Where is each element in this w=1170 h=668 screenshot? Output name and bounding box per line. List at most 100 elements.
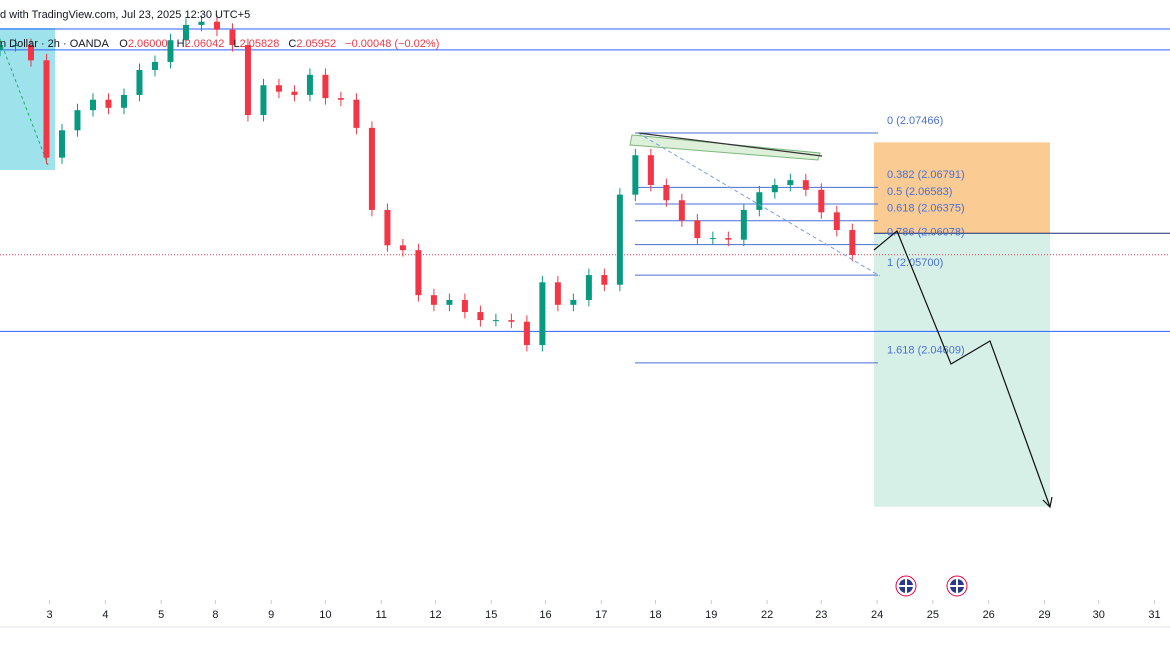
candle-body	[771, 184, 778, 193]
candle-body	[12, 45, 19, 47]
x-tick-label: 17	[595, 609, 607, 621]
x-tick-label: 9	[268, 609, 274, 621]
candle-body	[291, 91, 298, 95]
candle-body	[570, 300, 577, 305]
candle-body	[58, 130, 65, 158]
candle-body	[740, 209, 747, 240]
candle-body	[601, 275, 608, 285]
candles	[0, 15, 856, 352]
candle-body	[244, 45, 251, 116]
candle-body	[554, 282, 561, 305]
x-tick-label: 19	[705, 609, 717, 621]
candle-body	[833, 212, 840, 231]
candle-body	[322, 74, 329, 99]
x-tick-label: 4	[102, 609, 108, 621]
grid: 3 4 5 8 9 10 11 12 15 16 17 18 19 22 23 24 25 26 29 30 31	[47, 600, 1161, 621]
candle-body	[709, 238, 716, 240]
x-tick-label: 12	[429, 609, 441, 621]
candle-body	[725, 238, 732, 240]
close-value: 2.05952	[296, 38, 336, 50]
candle-body	[430, 295, 437, 305]
candle-body	[446, 300, 453, 305]
candle-body	[415, 250, 422, 296]
trend-dashed	[637, 132, 881, 277]
x-tick-label: 3	[47, 609, 53, 621]
reward-zone	[874, 233, 1050, 507]
close-label: C	[288, 38, 296, 50]
fib-label: 0.618 (2.06375)	[887, 203, 965, 215]
x-tick-label: 11	[376, 609, 387, 621]
candle-body	[213, 21, 220, 30]
candle-body	[353, 99, 360, 128]
x-tick-label: 26	[983, 609, 995, 621]
candle-body	[585, 275, 592, 300]
x-tick-label: 15	[485, 609, 497, 621]
candle-body	[337, 98, 344, 100]
candle-body	[260, 85, 267, 116]
x-tick-label: 8	[212, 609, 218, 621]
x-tick-label: 31	[1148, 609, 1160, 621]
candle-body	[632, 155, 639, 195]
candle-body	[787, 180, 794, 185]
projection-arrow	[873, 230, 1051, 508]
candle-body	[89, 99, 96, 111]
x-tick-label: 24	[871, 609, 883, 621]
event-flag	[895, 575, 917, 597]
x-tick-label: 23	[815, 609, 827, 621]
high-label: H	[177, 38, 185, 50]
risk-zone	[874, 142, 1050, 234]
fib-label: 1 (2.05700)	[887, 257, 943, 269]
candle-body	[384, 209, 391, 246]
candle-body	[508, 320, 515, 322]
x-tick-label: 10	[319, 609, 331, 621]
fib-label: 0 (2.07466)	[887, 115, 943, 127]
candle-body	[275, 85, 282, 92]
fib-label: 0.382 (2.06791)	[887, 169, 965, 181]
candle-body	[0, 45, 3, 50]
candle-body	[182, 24, 189, 41]
candle-body	[136, 69, 143, 95]
x-tick-label: 22	[761, 609, 773, 621]
change-value: −0.00048 (−0.02%)	[345, 38, 439, 50]
x-tick-label: 5	[158, 609, 164, 621]
candle-body	[167, 40, 174, 62]
candle-body	[616, 194, 623, 285]
trend-dashed	[0, 39, 49, 166]
high-value: 2.06042	[185, 38, 225, 50]
candle-body	[802, 180, 809, 190]
arrow-head	[1042, 496, 1053, 509]
pattern-box	[629, 134, 821, 161]
candle-body	[120, 94, 127, 108]
candle-body	[492, 320, 499, 322]
fib-label: 0.5 (2.06583)	[887, 186, 952, 198]
event-flag	[946, 575, 968, 597]
overlay: 0 (2.07466) 0.382 (2.06791) 0.5 (2.06583) 0…	[0, 28, 1170, 507]
x-tick-label: 25	[927, 609, 939, 621]
candle-body	[368, 127, 375, 210]
candle-body	[229, 29, 236, 46]
candle-body	[74, 110, 81, 131]
candle-body	[849, 230, 856, 255]
candle-body	[27, 45, 34, 61]
symbol: n Dollar · 2h · OANDA	[0, 38, 109, 50]
x-tick-label: 18	[649, 609, 661, 621]
candle-body	[477, 312, 484, 321]
x-tick-label: 30	[1093, 609, 1105, 621]
x-tick-label: 29	[1038, 609, 1050, 621]
candle-body	[756, 192, 763, 210]
x-tick-label: 16	[539, 609, 551, 621]
symbol-line: n Dollar · 2h · OANDA O2.06000 H2.06042 …	[0, 38, 439, 50]
source-text: d with TradingView.com, Jul 23, 2025 12:…	[0, 9, 250, 21]
low-label: L	[233, 38, 239, 50]
candle-body	[43, 60, 50, 158]
candle-body	[818, 189, 825, 213]
fib-label: 0.786 (2.06078)	[887, 227, 965, 239]
candle-body	[105, 99, 112, 108]
candle-body	[461, 300, 468, 313]
candle-body	[198, 21, 205, 25]
candle-body	[539, 282, 546, 346]
candle-body	[399, 245, 406, 251]
candle-body	[151, 61, 158, 70]
